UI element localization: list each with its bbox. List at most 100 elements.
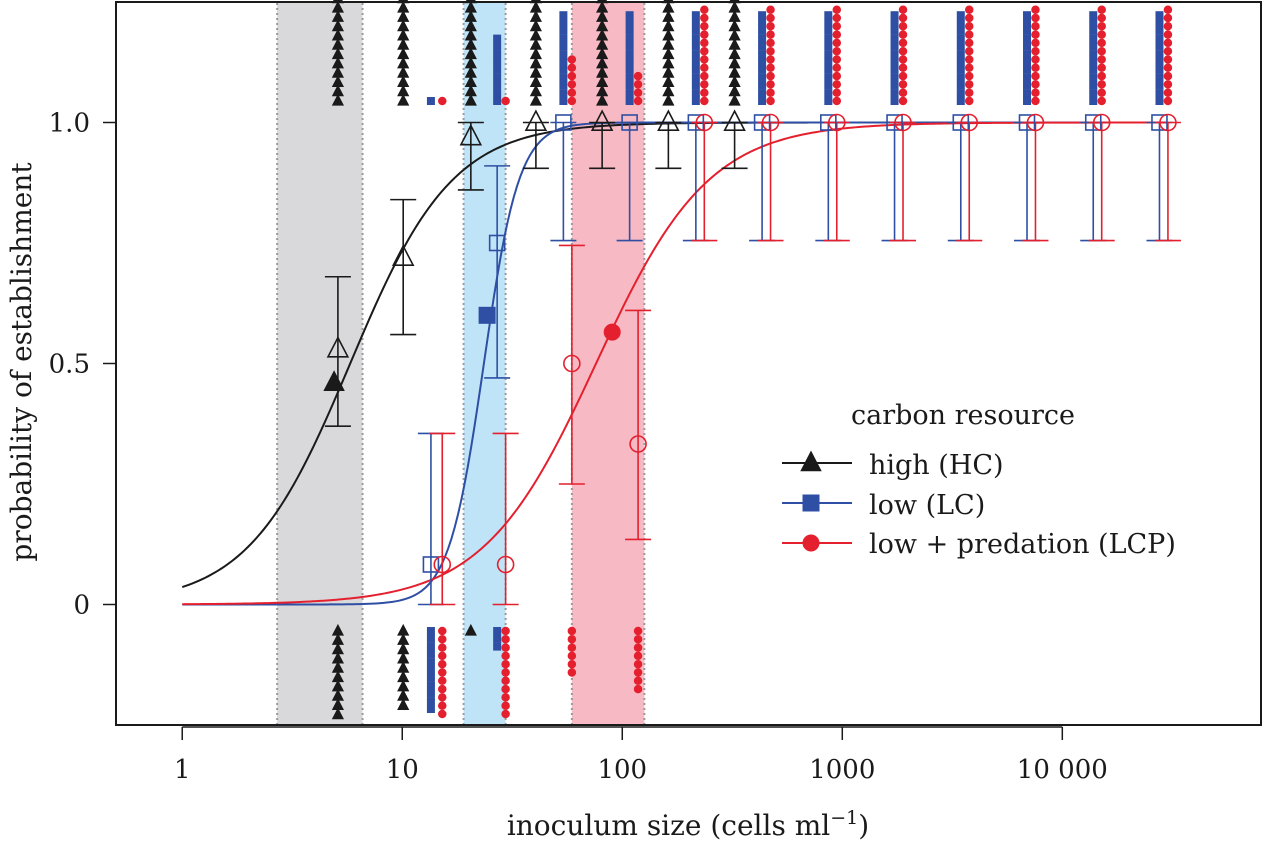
rug-up-lc: [1155, 97, 1164, 105]
rug-up-lc: [493, 50, 502, 59]
rug-up-lc: [890, 50, 899, 59]
rug-up-lcp: [964, 55, 974, 64]
rug-up-hc: [464, 19, 477, 32]
rug-up-lc: [1089, 73, 1098, 82]
rug-down-lcp: [438, 659, 447, 669]
rug-up-lcp: [1163, 30, 1173, 39]
rug-up-lc: [758, 50, 767, 59]
rug-up-hc: [662, 0, 675, 13]
rug-up-lcp: [1163, 96, 1173, 106]
rug-up-lc: [956, 42, 965, 51]
rug-up-lc: [758, 97, 767, 105]
rug-down-lcp: [633, 684, 643, 694]
rug-up-lc: [1023, 89, 1032, 98]
curve-lcp: [182, 121, 1168, 606]
errorbar-hc: [390, 198, 417, 336]
rug-down-hc: [397, 698, 410, 711]
rug-down-lcp: [438, 668, 447, 677]
point-hc: [459, 123, 483, 146]
rug-up-lcp: [766, 22, 775, 31]
rug-up-hc: [464, 28, 477, 41]
point-lc: [753, 114, 771, 131]
rug-up-lc: [625, 73, 634, 82]
rug-up-lc: [1023, 81, 1032, 90]
rug-up-lcp: [964, 71, 974, 81]
legend-title: carbon resource: [851, 400, 1075, 431]
legend-label-lc: low (LC): [869, 490, 985, 521]
point-lc: [886, 114, 903, 131]
rug-up-lcp: [832, 55, 842, 64]
rug-up-lc: [956, 11, 965, 20]
rug-up-hc: [464, 0, 477, 13]
rug-up-lcp: [766, 71, 775, 81]
rug-up-hc: [331, 75, 345, 88]
rug-up-lcp: [633, 96, 643, 106]
rug-up-lc: [493, 58, 502, 66]
rug-up-hc: [331, 28, 345, 41]
rug-up-lc: [625, 65, 634, 74]
rug-up-lc: [758, 42, 767, 51]
rug-down-hc: [464, 623, 477, 636]
rug-up-lc: [824, 34, 833, 43]
rug-up-lc: [1089, 26, 1098, 35]
rug-down-lcp: [501, 668, 510, 677]
rug-up-hc: [662, 47, 675, 60]
rug-down-lc: [426, 689, 435, 698]
rug-up-lcp: [1163, 38, 1173, 48]
rug-down-lcp: [501, 651, 510, 661]
rug-up-lcp: [1031, 22, 1040, 31]
rug-up-lcp: [438, 96, 447, 106]
rug-up-lcp: [898, 88, 908, 97]
y-tick-label: 1.0: [49, 109, 90, 139]
y-tick-label: 0.5: [49, 350, 90, 380]
rug-up-hc: [464, 56, 477, 69]
x-axis-title: inoculum size (cells ml−1): [507, 807, 869, 841]
rug-up-lcp: [633, 88, 643, 97]
point-lcp: [894, 113, 912, 132]
rug-up-lcp: [567, 80, 577, 89]
point-lcp: [761, 113, 780, 132]
rug-up-lc: [1089, 65, 1098, 74]
rug-up-hc: [529, 65, 542, 78]
rug-up-hc: [728, 28, 741, 41]
rug-up-hc: [529, 0, 542, 13]
rug-up-hc: [596, 38, 609, 50]
rug-up-lc: [493, 34, 502, 43]
rug-up-hc: [596, 28, 609, 41]
rug-up-lcp: [1031, 88, 1040, 97]
rug-down-lcp: [438, 651, 447, 661]
rug-up-lcp: [700, 13, 709, 23]
rug-up-hc: [662, 84, 675, 97]
rug-up-lcp: [832, 88, 842, 97]
rug-up-lcp: [964, 13, 974, 23]
rug-up-lc: [691, 97, 700, 105]
rug-up-lc: [1155, 19, 1164, 27]
rug-up-lc: [493, 73, 502, 82]
rug-up-lcp: [567, 96, 577, 106]
point-lcp: [1159, 113, 1177, 132]
rug-up-lcp: [964, 46, 974, 56]
rug-up-lc: [625, 26, 634, 35]
rug-up-lcp: [501, 96, 510, 106]
rug-up-lc: [559, 89, 568, 98]
point-hc: [590, 109, 614, 132]
rug-up-lcp: [832, 80, 842, 89]
errorbar-lcp: [429, 432, 456, 606]
legend-marker-lc: [802, 494, 820, 512]
rug-up-lcp: [633, 71, 643, 81]
legend-label-lcp: low + predation (LCP): [869, 529, 1176, 560]
point-hc: [723, 109, 746, 132]
point-lc: [422, 556, 440, 573]
rug-up-hc: [397, 10, 410, 22]
rug-down-lcp: [501, 643, 510, 652]
rug-up-lc: [559, 50, 568, 59]
rug-up-hc: [529, 75, 542, 88]
rug-up-lc: [559, 34, 568, 43]
rug-up-hc: [529, 10, 542, 22]
rug-up-lc: [493, 42, 502, 51]
rug-up-lcp: [964, 80, 974, 89]
x-tick-label: 1: [174, 755, 191, 785]
rug-down-lcp: [438, 684, 447, 694]
rug-down-lcp: [633, 668, 643, 677]
